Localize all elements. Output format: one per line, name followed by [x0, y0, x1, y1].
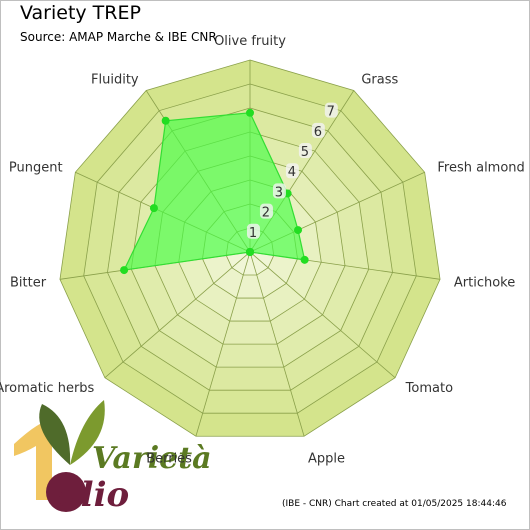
tick-bg-2: [259, 203, 273, 219]
series-point-2: [294, 226, 303, 235]
series-point-9: [149, 204, 158, 213]
tick-label-2: 2: [262, 206, 270, 221]
logo-leaf-right: [70, 400, 105, 465]
chart-credit: (IBE - CNR) Chart created at 01/05/2025 …: [282, 499, 507, 509]
axis-label-artichoke: Artichoke: [454, 275, 515, 290]
tick-bg-3: [272, 183, 286, 199]
tick-bg-7: [324, 102, 338, 118]
series-point-0: [246, 108, 254, 117]
tick-bg-5: [298, 143, 312, 159]
axis-label-bitter: Bitter: [10, 275, 47, 290]
radar-axis-labels: Olive fruity Grass Fresh almond Artichoke To…: [0, 34, 525, 467]
grid-spoke-6: [195, 251, 251, 437]
logo-word-varieta: Varietà: [92, 441, 212, 476]
series-point-10: [161, 116, 170, 125]
logo-word-olio: olio: [58, 475, 129, 515]
grid-spoke-4: [249, 251, 396, 379]
tick-label-1: 1: [249, 226, 257, 241]
chart-subtitle: Source: AMAP Marche & IBE CNR: [20, 30, 217, 44]
axis-label-berries: Berries: [146, 452, 192, 467]
axis-label-fresh-almond: Fresh almond: [437, 160, 524, 175]
series-point-3: [300, 255, 309, 264]
logo: Varietà olio: [14, 400, 212, 515]
axis-label-tomato: Tomato: [405, 381, 453, 396]
logo-numeral: [14, 420, 52, 500]
logo-leaf-left: [39, 404, 71, 465]
axis-label-pungent: Pungent: [9, 160, 63, 175]
chart-title: Variety TREP: [20, 2, 141, 24]
series-point-7: [246, 248, 254, 256]
series-point-8: [120, 266, 129, 275]
tick-label-5: 5: [301, 145, 309, 160]
grid-spoke-5: [249, 251, 305, 437]
axis-label-olive-fruity: Olive fruity: [214, 34, 286, 49]
tick-bg-4: [285, 163, 299, 179]
logo-olive: [46, 472, 86, 512]
grid-spoke-7: [104, 251, 251, 379]
axis-label-fluidity: Fluidity: [91, 73, 139, 88]
tick-bg-6: [311, 122, 325, 138]
tick-label-4: 4: [288, 165, 296, 180]
tick-bg-1: [246, 223, 260, 239]
tick-label-6: 6: [314, 125, 322, 140]
axis-label-grass: Grass: [361, 73, 398, 88]
axis-label-apple: Apple: [308, 452, 345, 467]
tick-label-3: 3: [275, 185, 283, 200]
axis-label-aromatic-herbs: Aromatic herbs: [0, 381, 95, 396]
tick-label-7: 7: [327, 105, 335, 120]
